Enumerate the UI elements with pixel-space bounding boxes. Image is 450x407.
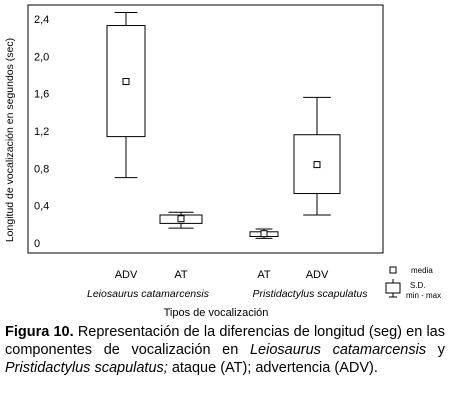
- box-4: [293, 96, 341, 216]
- y-tick-label: 1,2: [34, 126, 49, 138]
- caption-text-2: y: [426, 342, 445, 358]
- box-3: [249, 228, 279, 239]
- legend-mean-symbol: [389, 266, 397, 274]
- figure-caption: Figura 10. Representación de la diferenc…: [5, 323, 445, 377]
- y-tick-label: 0,8: [34, 163, 49, 175]
- mean-marker: [260, 230, 268, 238]
- x-group-label-2: Pristidactylus scapulatus: [253, 288, 369, 300]
- legend-sd-label: S.D.: [410, 281, 426, 290]
- mean-marker: [122, 78, 130, 86]
- y-axis-label: Longitud de vocalización en segundos (se…: [4, 38, 16, 242]
- x-category-label: AT: [257, 269, 271, 281]
- mean-marker: [313, 161, 321, 169]
- caption-text-1: Representación de la diferencias de long…: [5, 324, 445, 358]
- mean-marker: [177, 215, 185, 223]
- y-tick-label: 2,4: [34, 14, 49, 26]
- box-1: [106, 11, 146, 179]
- x-category-label: AT: [174, 269, 188, 281]
- plot-frame: [27, 4, 384, 254]
- legend-range-label: min - max: [406, 291, 441, 300]
- box-2: [159, 211, 203, 229]
- boxplot-chart: Longitud de vocalización en segundos (se…: [4, 4, 441, 319]
- legend-mean-label: media: [411, 266, 433, 275]
- x-category-label: ADV: [306, 269, 329, 281]
- y-tick-label: 2,0: [34, 51, 49, 63]
- y-tick-label: 1,6: [34, 89, 49, 101]
- y-tick-label: 0: [34, 238, 40, 250]
- x-axis-label: Tipos de vocalización: [164, 307, 269, 319]
- caption-species-1: Leiosaurus catamarcensis: [249, 342, 427, 358]
- legend-sd-symbol: [385, 282, 401, 294]
- caption-text-3: ataque (AT); advertencia (ADV).: [167, 360, 378, 376]
- x-category-label: ADV: [115, 269, 138, 281]
- caption-species-2: Pristidactylus scapulatus;: [5, 360, 168, 376]
- legend: media S.D. min - max: [385, 266, 441, 300]
- x-group-label-1: Leiosaurus catamarcensis: [87, 288, 210, 300]
- figure-label: Figura 10.: [5, 324, 74, 340]
- y-tick-label: 0,4: [34, 201, 49, 213]
